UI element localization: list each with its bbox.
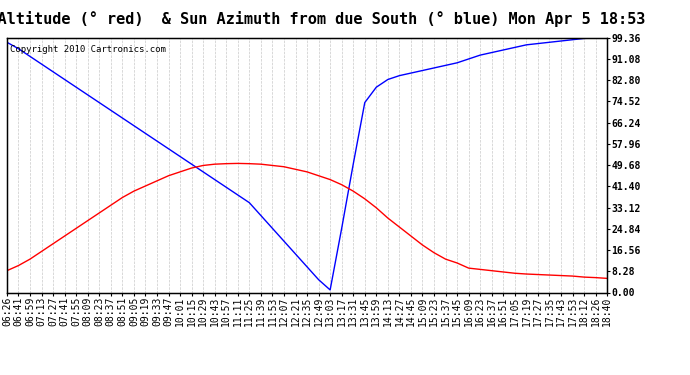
Text: Copyright 2010 Cartronics.com: Copyright 2010 Cartronics.com — [10, 45, 166, 54]
Text: Sun Altitude (° red)  & Sun Azimuth from due South (° blue) Mon Apr 5 18:53: Sun Altitude (° red) & Sun Azimuth from … — [0, 11, 646, 27]
